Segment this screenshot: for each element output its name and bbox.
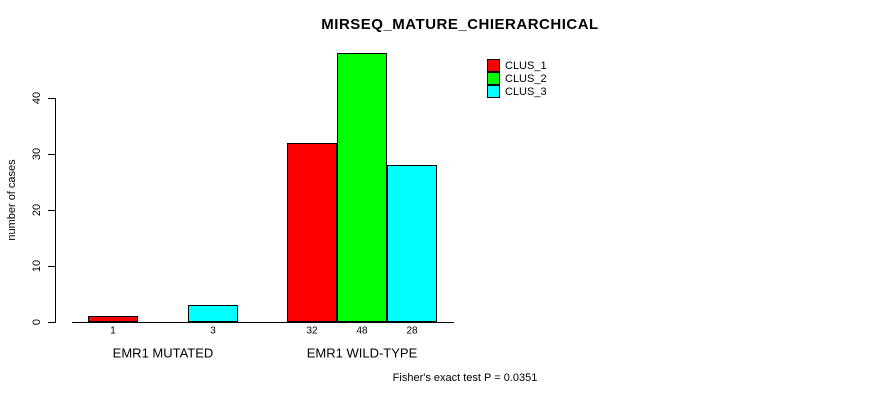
y-axis-tick (48, 266, 55, 267)
y-axis-tick-label: 20 (31, 203, 43, 217)
bar-clus_3-group1 (188, 305, 238, 322)
legend-label: CLUS_2 (505, 72, 547, 85)
y-axis-tick (48, 154, 55, 155)
bar-value-label: 28 (406, 325, 418, 337)
x-axis-line (72, 322, 454, 323)
bar-value-label: 1 (110, 325, 116, 337)
chart-title: MIRSEQ_MATURE_CHIERARCHICAL (321, 16, 599, 33)
x-axis-category-label: EMR1 MUTATED (112, 345, 214, 361)
legend-swatch-clus_1 (487, 59, 500, 72)
y-axis-tick-label: 40 (31, 91, 43, 105)
y-axis-tick-label: 0 (31, 318, 43, 326)
legend-label: CLUS_3 (505, 85, 547, 98)
legend-swatch-clus_3 (487, 85, 500, 98)
legend-entry: CLUS_2 (487, 72, 547, 85)
bar-clus_2-group2 (337, 53, 387, 322)
legend: CLUS_1 CLUS_2 CLUS_3 (487, 59, 547, 98)
legend-label: CLUS_1 (505, 59, 547, 72)
legend-entry: CLUS_1 (487, 59, 547, 72)
bar-clus_1-group2 (287, 143, 337, 322)
legend-entry: CLUS_3 (487, 85, 547, 98)
y-axis-tick-label: 30 (31, 147, 43, 161)
y-axis-line (55, 98, 56, 323)
bar-value-label: 48 (356, 325, 368, 337)
y-axis-tick-label: 10 (31, 259, 43, 273)
bar-clus_1-group1 (88, 316, 138, 322)
x-axis-category-label: EMR1 WILD-TYPE (306, 345, 418, 361)
y-axis-tick (48, 98, 55, 99)
bar-clus_3-group2 (387, 165, 437, 322)
bar-value-label: 3 (210, 325, 216, 337)
legend-swatch-clus_2 (487, 72, 500, 85)
y-axis-tick (48, 210, 55, 211)
annotation-text: Fisher's exact test P = 0.0351 (392, 372, 538, 384)
bar-value-label: 32 (306, 325, 318, 337)
y-axis-tick (48, 322, 55, 323)
